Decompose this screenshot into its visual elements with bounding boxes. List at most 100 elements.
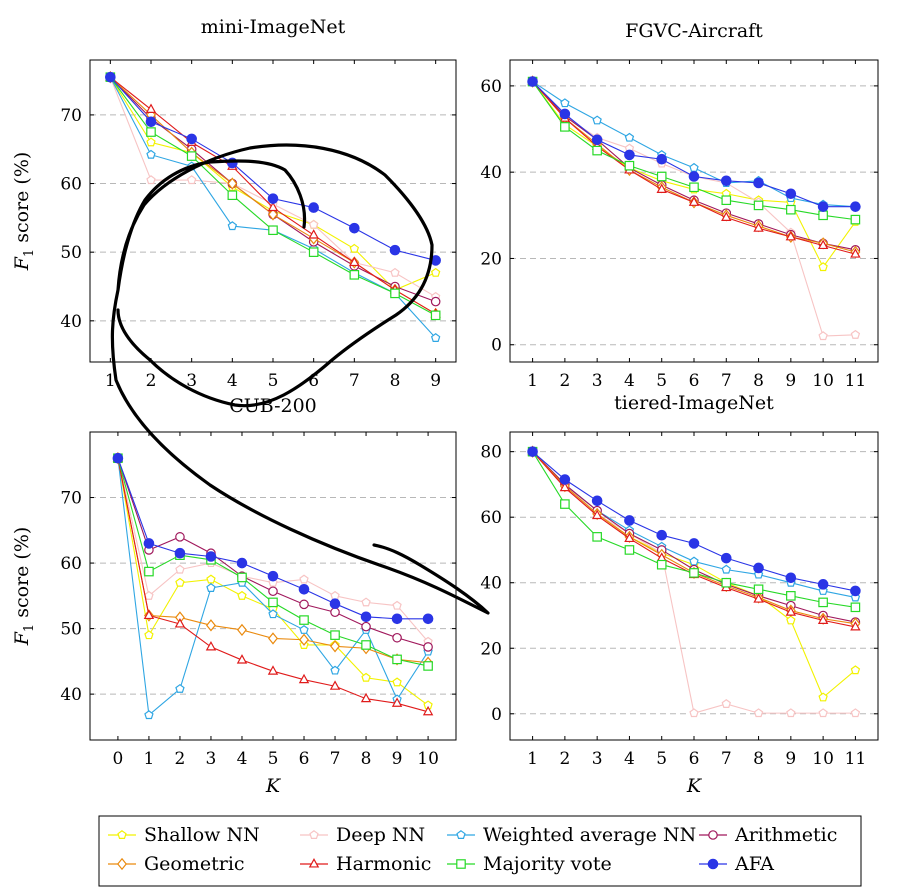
data-point-harmonic: [308, 229, 319, 239]
legend-label: Majority vote: [483, 853, 612, 875]
data-point-weighted-average-nn: [624, 132, 635, 142]
legend-label: Shallow NN: [144, 824, 260, 846]
data-point-weighted-average-nn: [721, 564, 731, 574]
data-point-majority-vote: [624, 545, 635, 555]
hand-drawn-annotation-stroke: [110, 143, 490, 615]
series-line-arithmetic: [532, 451, 856, 623]
y-tick-label: 40: [60, 685, 82, 705]
data-point-deep-nn: [390, 267, 400, 277]
data-point-harmonic: [143, 609, 155, 620]
data-point-majority-vote: [753, 584, 764, 595]
data-point-deep-nn: [175, 564, 185, 574]
data-point-majority-vote: [592, 145, 602, 156]
data-point-harmonic: [688, 196, 700, 206]
legend-box: [98, 815, 862, 887]
x-tick-label: 4: [237, 749, 248, 769]
data-point-weighted-average-nn: [206, 583, 216, 592]
data-point-weighted-average-nn: [227, 221, 238, 231]
data-point-majority-vote: [786, 204, 796, 215]
chart-fgvc-aircraft: 0 20 40 60 1 2 3 4 5 6 7 8 9 10 11 FGVC-Aircraft: [480, 20, 879, 391]
data-point-afa: [360, 611, 372, 623]
data-point-afa: [688, 171, 700, 182]
series-afa: [112, 452, 434, 625]
data-point-afa: [720, 552, 732, 564]
data-point-deep-nn: [146, 175, 156, 185]
x-tick-label: 9: [785, 749, 796, 769]
series-geometric: [527, 445, 861, 630]
series-line-majority-vote: [532, 451, 856, 608]
data-point-weighted-average-nn: [146, 149, 156, 159]
data-point-weighted-average-nn: [689, 556, 699, 566]
x-tick-label: 8: [361, 749, 372, 769]
data-point-harmonic: [349, 256, 360, 267]
data-point-majority-vote: [721, 577, 732, 588]
y-tick-label: 40: [480, 163, 502, 183]
data-point-majority-vote: [361, 640, 371, 650]
legend-label: Harmonic: [336, 853, 431, 875]
data-point-afa: [624, 515, 635, 526]
data-point-harmonic: [174, 618, 186, 628]
x-tick-label: 1: [105, 371, 116, 391]
data-point-harmonic: [236, 654, 248, 664]
data-point-arithmetic: [175, 532, 185, 542]
legend-label: Geometric: [144, 853, 245, 875]
data-point-weighted-average-nn: [689, 162, 699, 172]
legend-item-weighted-average-nn: Weighted average NN: [447, 824, 696, 846]
x-tick-label: 4: [624, 371, 635, 391]
data-point-afa: [389, 244, 401, 256]
data-point-afa: [624, 149, 635, 161]
x-tick-label: 5: [656, 371, 667, 391]
x-axis-label: K: [265, 775, 282, 797]
x-tick-label: 7: [330, 749, 341, 769]
chart-title: FGVC-Aircraft: [625, 20, 763, 42]
legend-label: AFA: [734, 853, 774, 875]
data-point-majority-vote: [349, 270, 360, 280]
data-point-weighted-average-nn: [144, 710, 154, 720]
data-point-harmonic: [624, 532, 635, 543]
x-tick-label: 6: [308, 371, 319, 391]
data-point-afa: [186, 133, 197, 145]
y-tick-label: 40: [480, 574, 502, 594]
data-point-afa: [591, 495, 603, 507]
x-tick-label: 9: [392, 749, 403, 769]
chart-cub-200: 40 50 60 70 0 1 2 3 4 5 6 7 8 9 10 CUB-200 F1 score (%) K: [11, 395, 457, 797]
data-point-afa: [850, 585, 861, 597]
data-point-majority-vote: [299, 615, 309, 625]
data-point-harmonic: [422, 705, 434, 716]
data-point-geometric: [268, 208, 278, 221]
x-tick-label: 3: [206, 749, 217, 769]
y-axis-label: F1 score (%): [11, 152, 37, 272]
data-point-weighted-average-nn: [560, 98, 570, 108]
y-tick-label: 40: [60, 312, 82, 332]
x-tick-label: 4: [227, 371, 238, 391]
data-point-deep-nn: [689, 708, 699, 718]
x-tick-label: 7: [721, 371, 732, 391]
data-point-harmonic: [817, 614, 829, 624]
legend-label: Weighted average NN: [483, 824, 696, 846]
data-point-afa: [656, 153, 668, 165]
data-point-arithmetic: [299, 599, 309, 610]
x-tick-label: 2: [146, 371, 157, 391]
y-tick-label: 20: [480, 639, 502, 659]
data-point-shallow-nn: [146, 137, 156, 147]
y-tick-label: 70: [60, 106, 82, 126]
data-point-harmonic: [205, 640, 217, 651]
data-point-afa: [753, 177, 764, 189]
data-point-harmonic: [850, 621, 861, 631]
data-point-shallow-nn: [144, 630, 154, 640]
data-point-harmonic: [267, 665, 279, 675]
data-point-deep-nn: [330, 590, 340, 600]
x-tick-label: 9: [430, 371, 441, 391]
data-point-majority-vote: [560, 499, 570, 509]
data-point-geometric: [237, 623, 247, 637]
data-point-majority-vote: [753, 200, 764, 211]
data-point-deep-nn: [753, 708, 764, 718]
legend-item-majority-vote: Majority vote: [447, 853, 612, 875]
data-point-arithmetic: [361, 621, 371, 632]
legend-marker-arithmetic: [708, 830, 718, 840]
data-point-afa: [688, 538, 700, 549]
data-point-afa: [817, 201, 829, 212]
series-geometric: [112, 452, 434, 669]
legend-item-shallow-nn: Shallow NN: [108, 824, 260, 846]
x-tick-label: 10: [812, 749, 834, 769]
